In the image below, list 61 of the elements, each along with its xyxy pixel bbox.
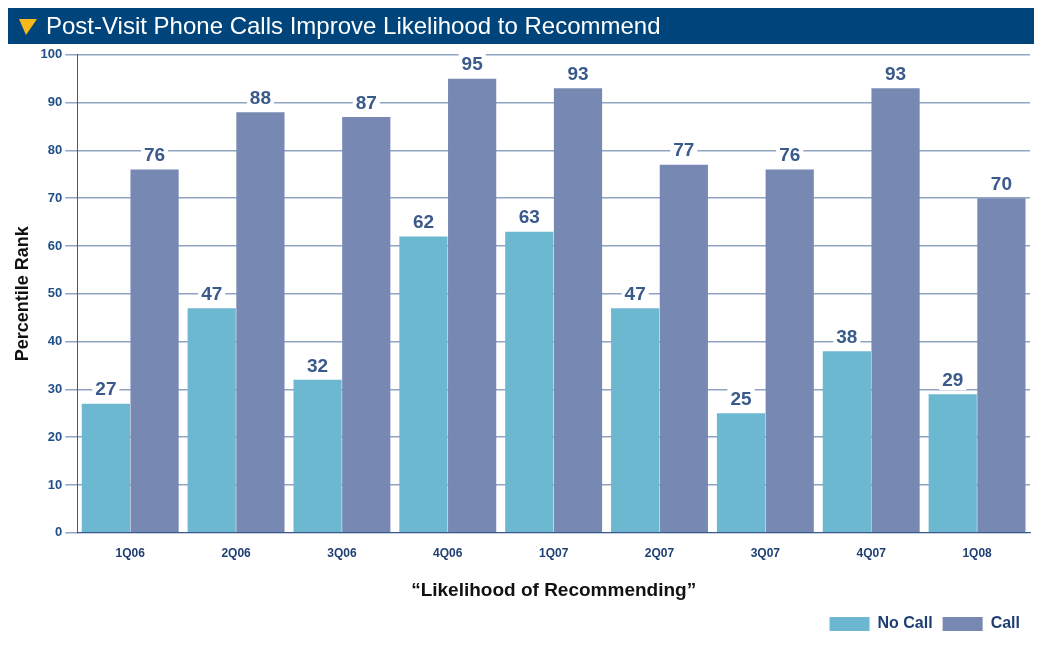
bar [716,413,766,533]
x-tick-label: 3Q07 [750,546,781,561]
legend-label: Call [990,614,1020,632]
x-axis-title: “Likelihood of Recommending” [411,578,697,600]
data-label: 27 [95,378,117,400]
data-label: 88 [249,86,271,108]
bar [342,116,391,533]
bar [130,169,179,533]
y-tick-label: 50 [47,285,63,301]
data-label: 29 [942,368,964,390]
data-label: 47 [624,282,646,304]
y-tick-label: 40 [47,333,63,349]
chart-title: Post-Visit Phone Calls Improve Likelihood to Recommend [46,12,661,40]
x-tick-label: 1Q08 [962,546,993,561]
bar [765,169,814,533]
x-tick-label: 3Q06 [327,546,357,561]
bar [977,198,1026,533]
x-tick-label: 2Q07 [644,546,675,561]
y-tick-label: 100 [40,46,63,62]
data-label: 38 [836,325,858,347]
x-tick-label: 1Q07 [538,546,569,561]
y-tick-label: 80 [47,141,63,157]
x-tick-label: 2Q06 [221,546,252,561]
bar [399,236,448,533]
data-label: 93 [567,62,589,84]
x-tick-label: 4Q06 [433,546,463,561]
bar [505,231,554,533]
x-tick-label: 1Q06 [115,546,146,561]
data-label: 62 [412,211,435,233]
y-tick-label: 30 [47,380,63,396]
data-label: 70 [990,172,1012,194]
data-label: 47 [201,282,223,304]
y-tick-label: 0 [55,524,63,540]
bar [553,88,603,533]
bar [448,78,497,533]
bar [611,308,660,533]
data-label: 76 [779,144,801,166]
bar [659,164,708,533]
data-label: 95 [461,53,484,75]
y-tick-label: 10 [47,476,63,492]
bar [871,88,920,533]
data-label: 32 [307,354,329,376]
data-label: 93 [884,62,907,84]
bar [236,112,285,533]
bar [187,308,236,533]
x-tick-label: 4Q07 [856,546,887,561]
data-label: 76 [143,144,166,166]
bar [822,351,871,533]
y-axis-title: Percentile Rank [11,225,32,362]
y-tick-label: 70 [47,189,63,205]
y-tick-label: 20 [47,428,63,444]
data-label: 77 [673,139,695,161]
y-tick-label: 90 [47,94,63,110]
legend-label: No Call [877,614,933,632]
bar [81,403,130,533]
bar [293,379,342,533]
data-label: 87 [355,91,377,113]
data-label: 63 [518,206,540,228]
bar [928,394,977,533]
data-label: 25 [730,388,753,410]
y-tick-label: 60 [47,237,63,253]
